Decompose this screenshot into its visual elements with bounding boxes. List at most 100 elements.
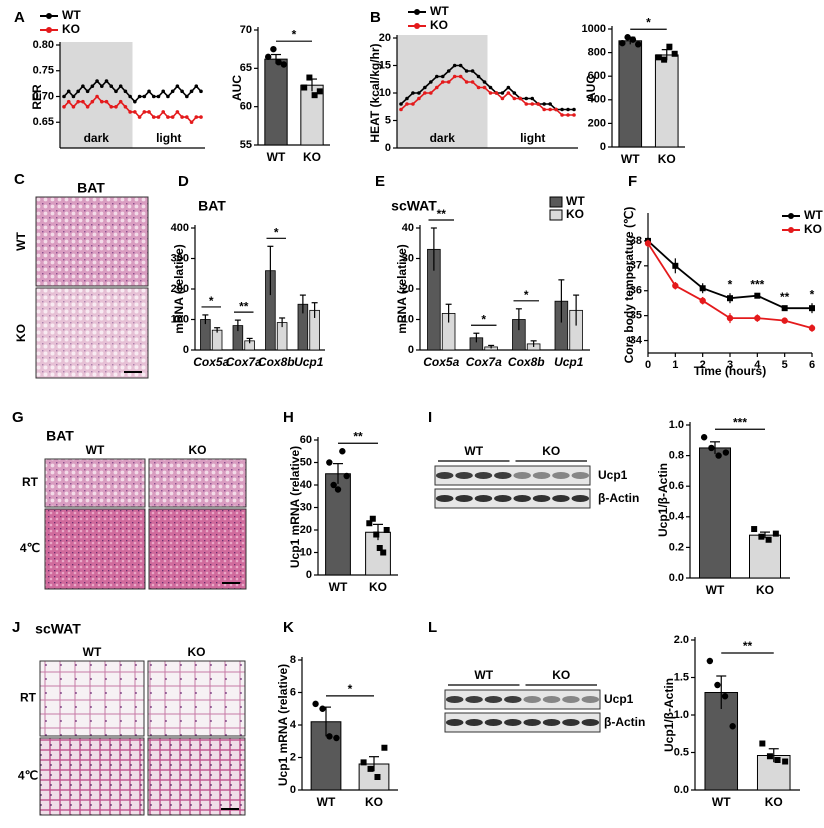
significance: * — [292, 27, 297, 41]
blot-band — [571, 472, 590, 479]
point — [399, 107, 403, 112]
point — [434, 85, 439, 90]
blot-band — [484, 719, 503, 726]
y-tick-label: 20 — [300, 524, 312, 536]
y-tick-label: 36 — [630, 285, 642, 297]
point — [185, 94, 189, 99]
blot-band-label: β-Actin — [604, 715, 645, 729]
y-tick-label: 400 — [171, 222, 189, 234]
point — [137, 94, 142, 99]
period-label: light — [156, 131, 181, 145]
point — [726, 314, 734, 322]
point — [536, 102, 541, 106]
point — [123, 105, 128, 109]
point — [128, 110, 132, 114]
data-point — [619, 39, 626, 47]
y-tick-label: 2 — [290, 751, 296, 763]
blot-band-label: β-Actin — [598, 491, 639, 505]
data-point — [373, 531, 380, 538]
point — [423, 91, 427, 95]
x-tick-label: KO — [369, 580, 387, 594]
point — [476, 85, 481, 90]
blot-band-label: Ucp1 — [598, 468, 628, 482]
point — [566, 113, 570, 117]
y-tick-label: 0.0 — [674, 784, 689, 796]
x-tick-label: Cox5a — [423, 355, 459, 369]
point — [151, 94, 156, 99]
data-point — [264, 53, 272, 61]
data-point — [366, 520, 373, 527]
data-point — [661, 56, 668, 63]
point — [161, 110, 166, 114]
point — [440, 74, 445, 79]
point — [512, 91, 517, 95]
y-tick-label: 0.4 — [669, 511, 685, 523]
legend-label: KO — [566, 207, 584, 221]
point — [482, 85, 487, 90]
x-tick-label: 6 — [809, 359, 815, 371]
chart: H Ucp1 mRNA (relative) 0 10 20 30 40 50 60 WT KO ** — [283, 409, 398, 594]
panel-letter: C — [14, 171, 25, 188]
y-tick-label: 0 — [600, 141, 606, 153]
point — [542, 102, 546, 106]
data-point — [729, 723, 736, 730]
point — [62, 105, 66, 109]
point — [199, 115, 203, 119]
y-tick-label: 38 — [630, 235, 642, 247]
point — [644, 240, 652, 247]
point — [808, 324, 816, 332]
y-tick-label: 0.80 — [33, 39, 54, 51]
blot-group-label: KO — [542, 444, 560, 458]
panel-letter: A — [14, 9, 25, 26]
micrograph — [35, 287, 149, 379]
point — [411, 102, 415, 106]
x-tick-label: KO — [303, 150, 321, 164]
point — [90, 84, 95, 88]
point — [512, 96, 517, 101]
y-tick-label: 65 — [240, 62, 252, 74]
point — [175, 84, 180, 88]
point — [128, 94, 132, 99]
blot-band — [455, 495, 473, 502]
x-tick-label: KO — [365, 795, 383, 809]
y-tick-label: 34 — [630, 334, 643, 346]
panel-title: BAT — [46, 428, 74, 444]
blot-band — [523, 696, 541, 703]
significance: * — [524, 288, 529, 302]
bar — [654, 54, 679, 148]
y-tick-label: 0 — [306, 569, 312, 581]
significance: * — [209, 294, 214, 308]
point — [189, 120, 194, 125]
y-tick-label: 10 — [379, 87, 391, 99]
data-point — [706, 657, 714, 665]
point — [170, 115, 175, 119]
micrograph — [35, 196, 149, 287]
y-tick-label: 1.5 — [674, 671, 689, 683]
point — [470, 80, 475, 84]
significance: * — [810, 287, 815, 301]
point — [62, 94, 66, 99]
point — [156, 94, 161, 99]
period-label: dark — [430, 131, 456, 145]
point — [542, 107, 546, 112]
point — [440, 80, 445, 84]
blot-band — [523, 719, 541, 726]
blot-band — [562, 719, 580, 726]
y-axis-label: AUC — [230, 75, 244, 101]
blot-group-label: WT — [464, 444, 483, 458]
data-point — [343, 472, 350, 480]
point — [175, 110, 180, 114]
micrograph — [148, 508, 247, 590]
point — [488, 91, 493, 95]
chart-title: scWAT — [391, 198, 437, 214]
point — [85, 89, 90, 94]
blot-band — [581, 696, 600, 703]
point — [423, 85, 427, 90]
y-tick-label: 0.70 — [33, 90, 54, 102]
point — [672, 262, 679, 269]
x-tick-label: KO — [765, 795, 783, 809]
data-point — [330, 481, 337, 489]
point — [170, 89, 175, 94]
row-label: 4℃ — [18, 769, 38, 783]
column-label: KO — [188, 645, 206, 659]
